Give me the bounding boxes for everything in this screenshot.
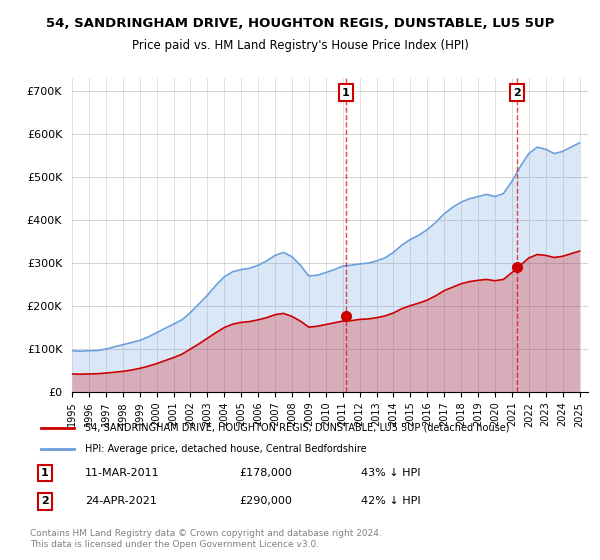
Text: 54, SANDRINGHAM DRIVE, HOUGHTON REGIS, DUNSTABLE, LU5 5UP (detached house): 54, SANDRINGHAM DRIVE, HOUGHTON REGIS, D… <box>85 423 510 433</box>
Text: 54, SANDRINGHAM DRIVE, HOUGHTON REGIS, DUNSTABLE, LU5 5UP: 54, SANDRINGHAM DRIVE, HOUGHTON REGIS, D… <box>46 17 554 30</box>
Text: 11-MAR-2011: 11-MAR-2011 <box>85 468 160 478</box>
Text: 2: 2 <box>513 88 521 98</box>
Text: HPI: Average price, detached house, Central Bedfordshire: HPI: Average price, detached house, Cent… <box>85 444 367 454</box>
Text: 24-APR-2021: 24-APR-2021 <box>85 496 157 506</box>
Text: 42% ↓ HPI: 42% ↓ HPI <box>361 496 421 506</box>
Text: Price paid vs. HM Land Registry's House Price Index (HPI): Price paid vs. HM Land Registry's House … <box>131 39 469 52</box>
Text: £178,000: £178,000 <box>240 468 293 478</box>
Text: 1: 1 <box>342 88 350 98</box>
Text: 43% ↓ HPI: 43% ↓ HPI <box>361 468 421 478</box>
Text: 2: 2 <box>41 496 49 506</box>
Text: 1: 1 <box>41 468 49 478</box>
Text: £290,000: £290,000 <box>240 496 293 506</box>
Text: Contains HM Land Registry data © Crown copyright and database right 2024.
This d: Contains HM Land Registry data © Crown c… <box>30 529 382 549</box>
